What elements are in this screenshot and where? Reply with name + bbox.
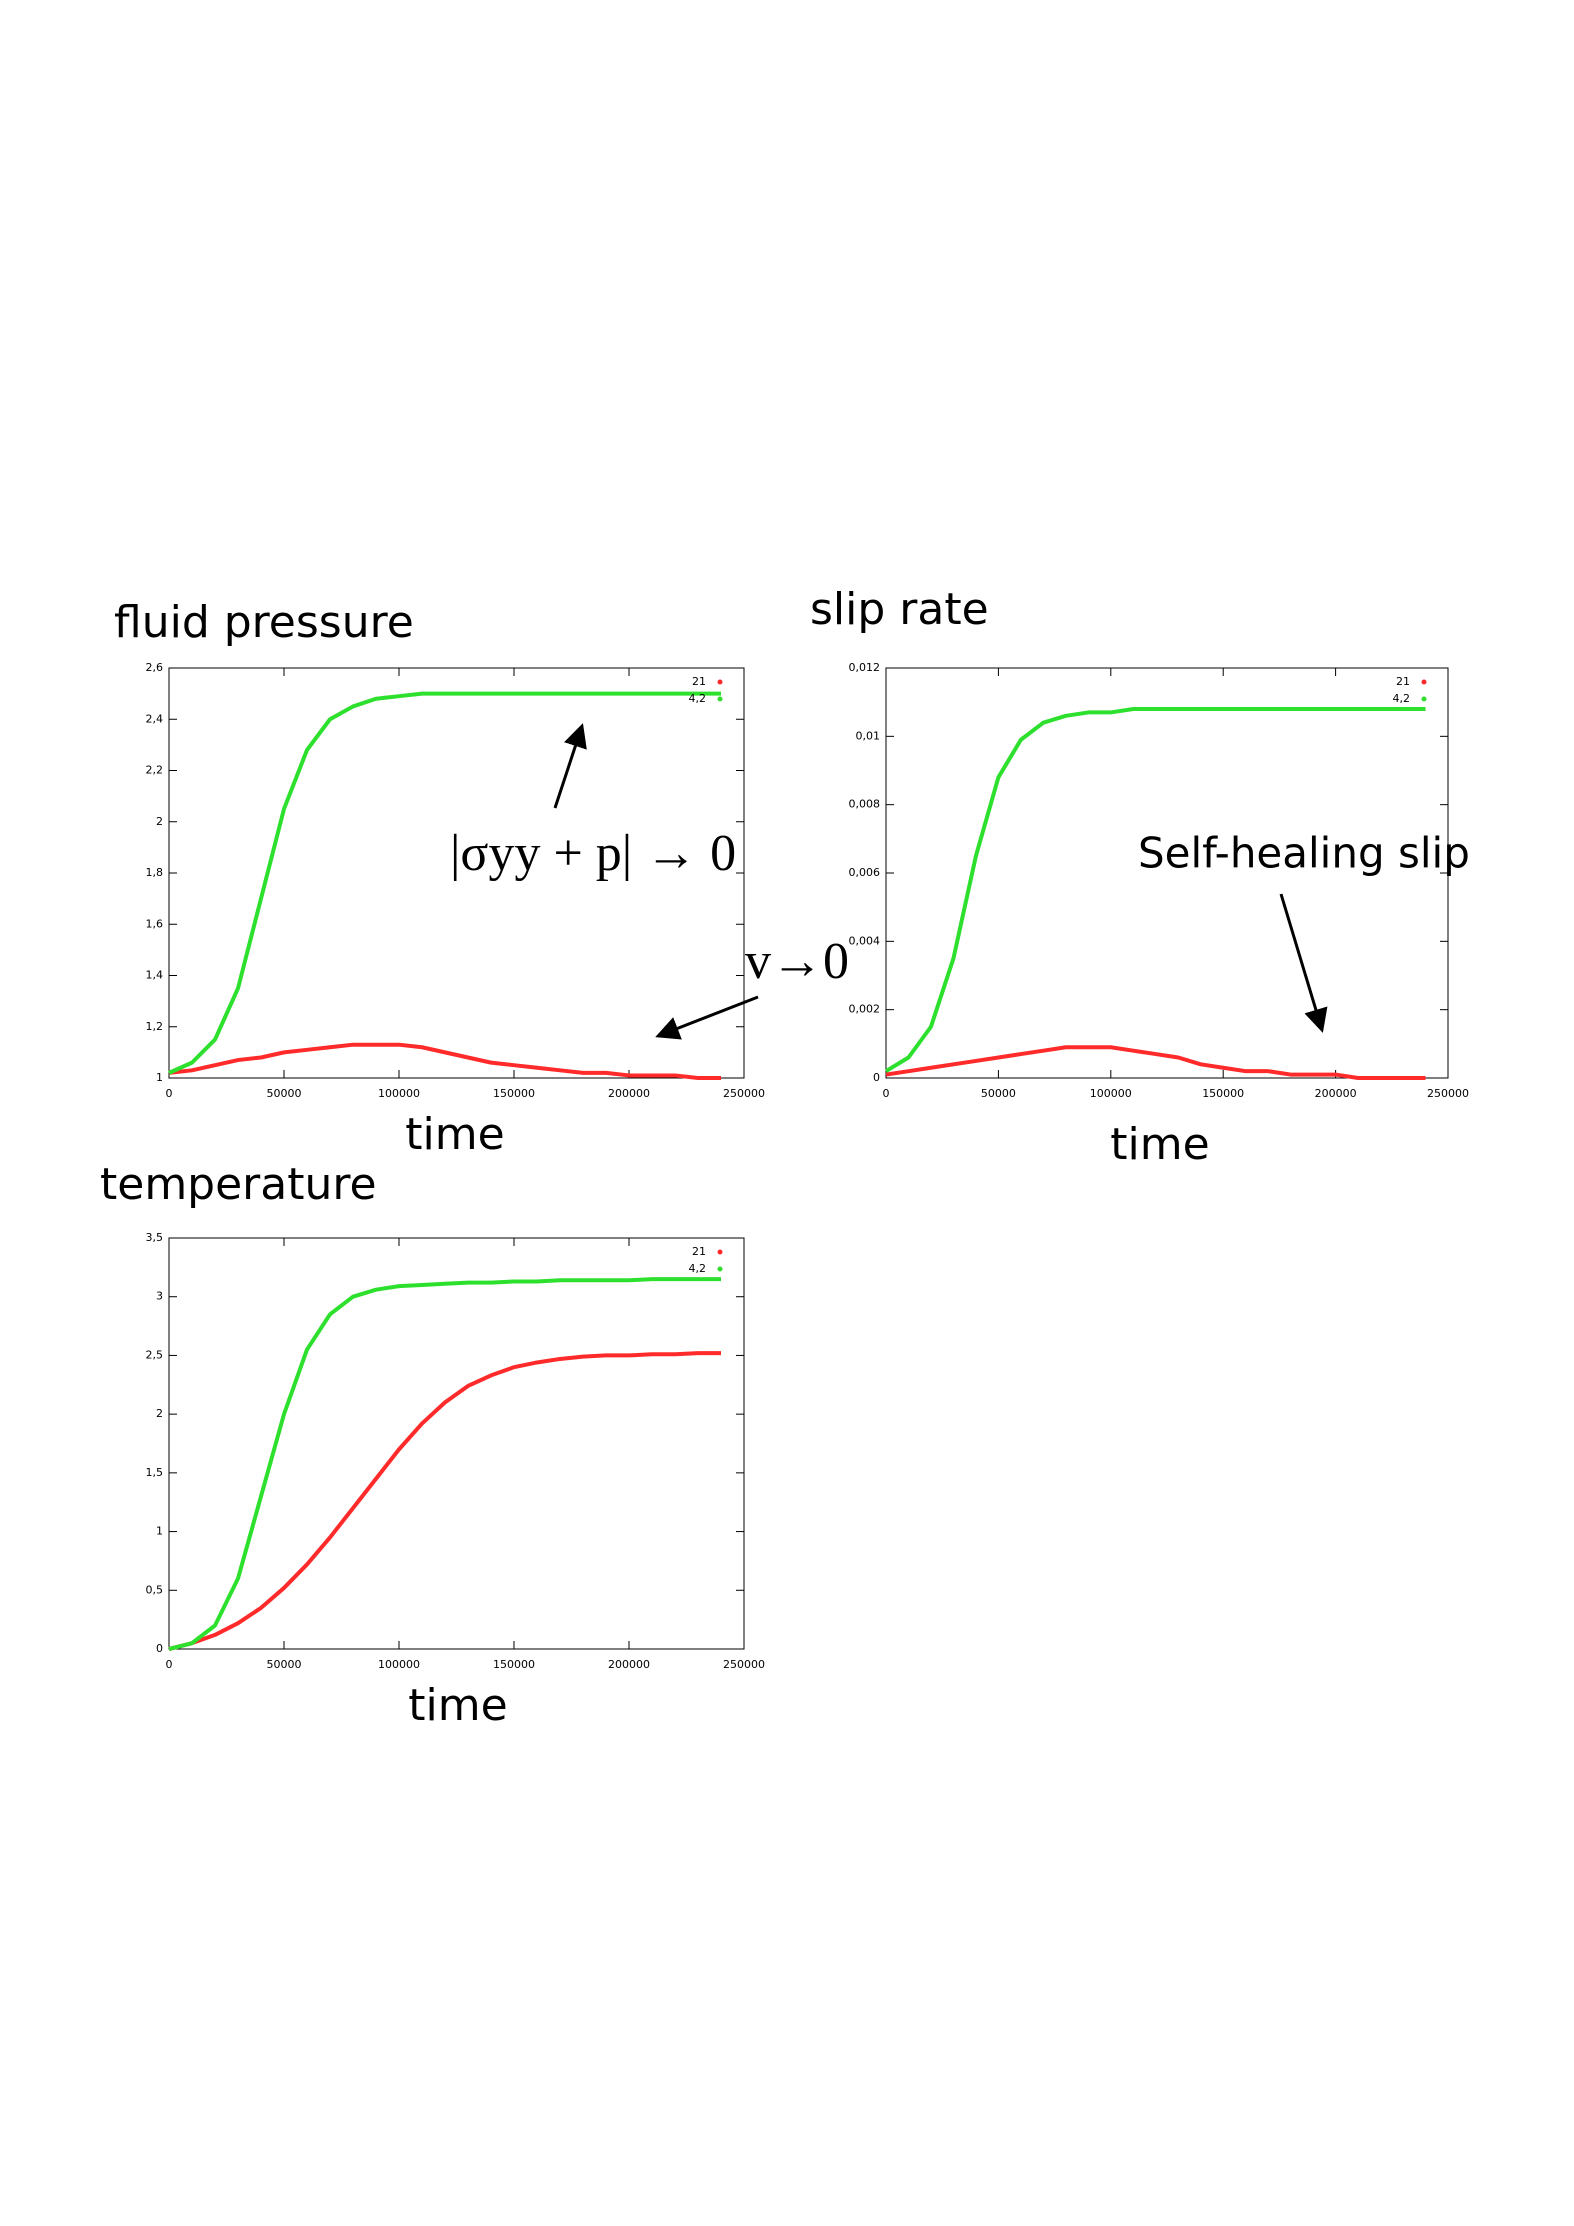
x-tick-label: 250000 (723, 1658, 765, 1671)
legend-label: 4,2 (1393, 692, 1411, 705)
y-tick-label: 1,4 (146, 969, 164, 982)
y-tick-label: 3 (156, 1290, 163, 1303)
annotation: v→0 (745, 933, 849, 990)
legend-marker (717, 696, 723, 702)
x-tick-label: 50000 (267, 1087, 302, 1100)
x-tick-label: 50000 (981, 1087, 1016, 1100)
y-tick-label: 2,5 (146, 1348, 164, 1361)
y-tick-label: 0,002 (849, 1003, 881, 1016)
y-tick-label: 2 (156, 815, 163, 828)
legend-marker (717, 679, 723, 685)
y-tick-label: 0 (156, 1642, 163, 1655)
y-tick-label: 0,004 (849, 934, 881, 947)
x-tick-label: 0 (166, 1658, 173, 1671)
x-tick-label: 150000 (1202, 1087, 1244, 1100)
series-line (168, 1042, 721, 1080)
x-axis-label: time (405, 1109, 504, 1160)
chart-title: slip rate (810, 584, 989, 635)
y-tick-label: 1 (156, 1525, 163, 1538)
y-tick-label: 2 (156, 1407, 163, 1420)
y-tick-label: 0,012 (849, 661, 881, 674)
series-line (168, 691, 721, 1075)
x-axis-label: time (1110, 1119, 1209, 1170)
x-axis-label: time (408, 1680, 507, 1731)
annotation-arrow (655, 995, 759, 1040)
legend-marker (1421, 696, 1427, 702)
y-tick-label: 1 (156, 1071, 163, 1084)
y-tick-label: 1,6 (146, 917, 164, 930)
annotation-arrow (1279, 893, 1328, 1033)
series-line (168, 1351, 721, 1651)
legend-marker (1421, 679, 1427, 685)
y-tick-label: 2,4 (146, 712, 164, 725)
chart-title: fluid pressure (114, 597, 414, 648)
y-tick-label: 0 (873, 1071, 880, 1084)
x-tick-label: 200000 (1315, 1087, 1357, 1100)
y-tick-label: 1,2 (146, 1020, 164, 1033)
x-tick-label: 200000 (608, 1087, 650, 1100)
legend-marker (717, 1266, 723, 1272)
series-line (885, 1045, 1426, 1080)
chart-title: temperature (100, 1159, 377, 1210)
x-tick-label: 0 (166, 1087, 173, 1100)
x-tick-label: 150000 (493, 1087, 535, 1100)
x-tick-label: 100000 (378, 1087, 420, 1100)
x-tick-label: 0 (883, 1087, 890, 1100)
x-tick-label: 100000 (378, 1658, 420, 1671)
series-line (168, 1277, 721, 1651)
x-tick-label: 250000 (1427, 1087, 1469, 1100)
legend-label: 21 (692, 675, 706, 688)
x-tick-label: 150000 (493, 1658, 535, 1671)
y-tick-label: 0,006 (849, 866, 881, 879)
legend-label: 4,2 (689, 692, 707, 705)
x-tick-label: 50000 (267, 1658, 302, 1671)
y-tick-label: 0,008 (849, 798, 881, 811)
y-tick-label: 1,8 (146, 866, 164, 879)
annotation-arrow (553, 723, 587, 809)
legend-marker (717, 1249, 723, 1255)
x-tick-label: 200000 (608, 1658, 650, 1671)
y-tick-label: 0,01 (856, 729, 881, 742)
legend-label: 4,2 (689, 1262, 707, 1275)
y-tick-label: 2,2 (146, 764, 164, 777)
plot-frame (168, 1237, 745, 1650)
y-tick-label: 3,5 (146, 1231, 164, 1244)
annotation: Self-healing slip (1138, 829, 1470, 878)
x-tick-label: 100000 (1090, 1087, 1132, 1100)
y-tick-label: 2,6 (146, 661, 164, 674)
x-tick-label: 250000 (723, 1087, 765, 1100)
y-tick-label: 0,5 (146, 1583, 164, 1596)
legend-label: 21 (692, 1245, 706, 1258)
series-line (884, 707, 1426, 1073)
legend-label: 21 (1396, 675, 1410, 688)
y-tick-label: 1,5 (146, 1466, 164, 1479)
annotation: |σyy + p| → 0 (450, 825, 736, 882)
